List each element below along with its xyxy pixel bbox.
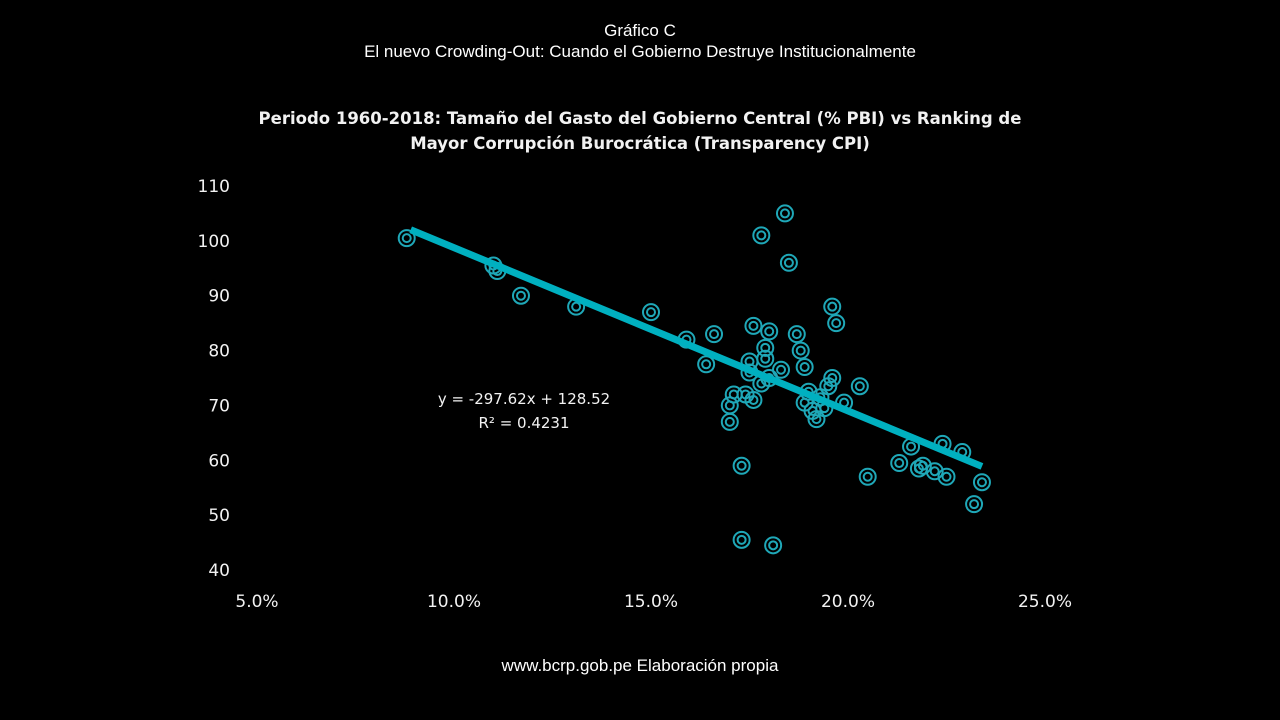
data-point xyxy=(925,462,944,481)
data-point xyxy=(760,322,779,341)
y-tick-label: 110 xyxy=(198,177,230,197)
data-point xyxy=(772,360,791,379)
data-points xyxy=(397,204,991,555)
data-point xyxy=(890,454,909,473)
data-point xyxy=(397,229,416,248)
data-point xyxy=(642,303,660,322)
data-point xyxy=(775,204,794,223)
slide-subtitle: El nuevo Crowding-Out: Cuando el Gobiern… xyxy=(364,42,916,61)
data-point xyxy=(511,286,530,305)
source-note: www.bcrp.gob.pe Elaboración propia xyxy=(501,656,779,675)
x-tick-label: 25.0% xyxy=(1018,592,1072,612)
data-point xyxy=(720,396,739,415)
data-point xyxy=(705,325,724,344)
y-tick-label: 80 xyxy=(208,342,230,362)
data-point xyxy=(732,456,751,475)
x-axis-ticks: 5.0% 10.0% 15.0% 20.0% 25.0% xyxy=(235,592,1072,612)
data-point xyxy=(823,369,842,387)
data-point xyxy=(913,456,932,475)
x-tick-label: 10.0% xyxy=(427,592,481,612)
data-point xyxy=(850,377,869,396)
data-point xyxy=(744,390,763,409)
y-tick-label: 100 xyxy=(198,232,230,252)
data-point xyxy=(972,473,991,492)
trendline xyxy=(409,226,984,470)
data-point xyxy=(787,325,806,344)
data-point xyxy=(823,297,842,316)
data-point xyxy=(937,467,956,486)
data-point xyxy=(858,467,877,486)
data-point xyxy=(697,355,716,374)
x-tick-label: 5.0% xyxy=(235,592,278,612)
data-point xyxy=(732,530,751,549)
trendline-r2: R² = 0.4231 xyxy=(478,414,569,432)
y-tick-label: 50 xyxy=(208,506,230,526)
chart-title: Periodo 1960-2018: Tamaño del Gasto del … xyxy=(240,106,1040,156)
y-tick-label: 60 xyxy=(208,451,230,471)
slide-header: Gráfico C El nuevo Crowding-Out: Cuando … xyxy=(0,20,1280,62)
data-point xyxy=(752,226,771,245)
y-axis-ticks: 40 50 60 70 80 90 100 110 xyxy=(198,177,230,581)
trendline-equation: y = -297.62x + 128.52 xyxy=(438,390,610,408)
x-tick-label: 20.0% xyxy=(821,592,875,612)
data-point xyxy=(756,338,775,357)
y-tick-label: 40 xyxy=(208,561,230,581)
data-point xyxy=(791,341,810,360)
data-point xyxy=(795,358,814,377)
data-point xyxy=(827,314,846,333)
y-tick-label: 70 xyxy=(208,396,230,416)
data-point xyxy=(779,253,798,272)
chart-title-line-1: Periodo 1960-2018: Tamaño del Gasto del … xyxy=(258,109,1022,128)
chart-title-line-2: Mayor Corrupción Burocrática (Transparen… xyxy=(410,134,870,153)
x-tick-label: 15.0% xyxy=(624,592,678,612)
data-point xyxy=(720,412,739,431)
data-point xyxy=(756,349,775,368)
data-point xyxy=(965,495,984,514)
slide-title: Gráfico C xyxy=(604,21,676,40)
y-tick-label: 90 xyxy=(208,287,230,307)
data-point xyxy=(764,536,783,555)
data-point xyxy=(744,316,763,335)
